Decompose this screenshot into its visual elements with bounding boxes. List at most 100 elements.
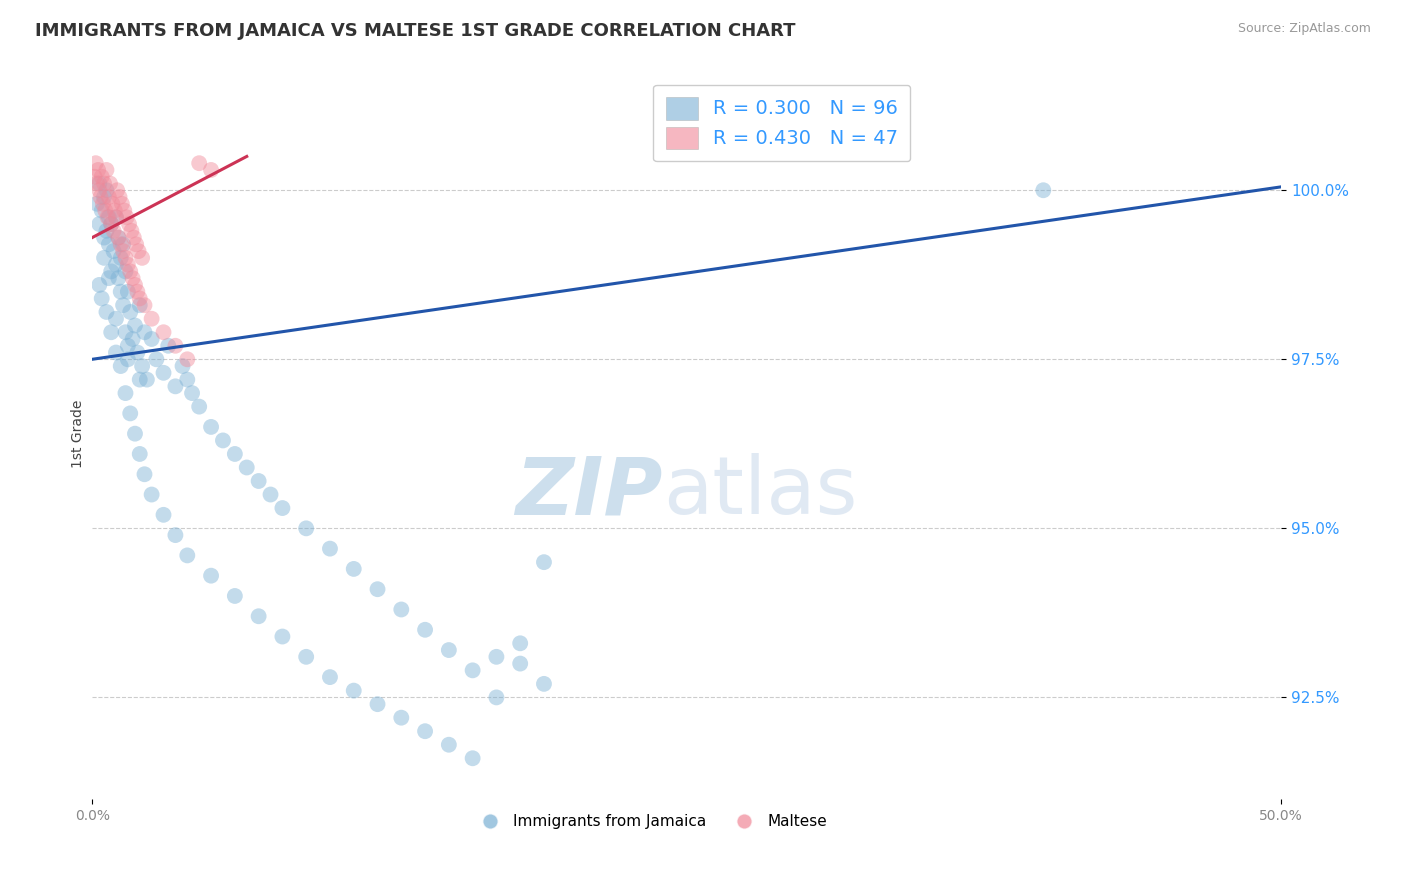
Text: Source: ZipAtlas.com: Source: ZipAtlas.com xyxy=(1237,22,1371,36)
Point xyxy=(104,258,127,272)
Point xyxy=(247,609,270,624)
Y-axis label: 1st Grade: 1st Grade xyxy=(72,400,86,468)
Point xyxy=(157,339,180,353)
Point xyxy=(120,305,142,319)
Point xyxy=(128,447,150,461)
Point xyxy=(413,623,436,637)
Point xyxy=(96,305,118,319)
Point xyxy=(271,630,294,644)
Point xyxy=(114,325,136,339)
Point xyxy=(97,211,120,225)
Point xyxy=(94,203,117,218)
Point xyxy=(110,237,132,252)
Point xyxy=(91,196,114,211)
Point xyxy=(461,751,484,765)
Point xyxy=(97,271,120,285)
Point xyxy=(165,528,187,542)
Point xyxy=(87,163,110,178)
Point xyxy=(97,237,120,252)
Point xyxy=(247,474,270,488)
Point xyxy=(90,203,112,218)
Point xyxy=(200,420,222,434)
Point xyxy=(509,657,531,671)
Text: atlas: atlas xyxy=(662,453,858,531)
Point xyxy=(104,203,127,218)
Point xyxy=(165,339,187,353)
Point xyxy=(141,332,163,346)
Point xyxy=(107,271,129,285)
Point xyxy=(295,649,318,664)
Point xyxy=(100,217,122,231)
Point xyxy=(93,251,115,265)
Point xyxy=(86,196,108,211)
Point xyxy=(152,508,174,522)
Point xyxy=(110,359,132,373)
Point xyxy=(104,345,127,359)
Point xyxy=(100,217,122,231)
Point xyxy=(105,183,128,197)
Point xyxy=(141,311,163,326)
Point xyxy=(176,352,198,367)
Point xyxy=(103,224,125,238)
Point xyxy=(413,724,436,739)
Point xyxy=(117,285,139,299)
Point xyxy=(120,264,142,278)
Point xyxy=(115,211,138,225)
Point xyxy=(176,373,198,387)
Point xyxy=(112,203,135,218)
Point xyxy=(212,434,235,448)
Point xyxy=(533,677,555,691)
Point xyxy=(1032,183,1054,197)
Point xyxy=(104,211,127,225)
Point xyxy=(117,339,139,353)
Point xyxy=(145,352,167,367)
Legend: Immigrants from Jamaica, Maltese: Immigrants from Jamaica, Maltese xyxy=(468,808,834,835)
Point xyxy=(134,467,156,482)
Point xyxy=(114,251,136,265)
Point xyxy=(101,196,124,211)
Point xyxy=(104,211,127,225)
Point xyxy=(134,325,156,339)
Point xyxy=(134,298,156,312)
Point xyxy=(127,345,149,359)
Point xyxy=(131,359,153,373)
Point xyxy=(89,217,111,231)
Point xyxy=(122,230,145,244)
Point xyxy=(86,177,108,191)
Point xyxy=(112,298,135,312)
Point xyxy=(152,366,174,380)
Point xyxy=(93,230,115,244)
Point xyxy=(84,156,107,170)
Point xyxy=(89,183,111,197)
Point xyxy=(485,690,508,705)
Point xyxy=(224,589,246,603)
Point xyxy=(319,541,342,556)
Point xyxy=(120,224,142,238)
Point xyxy=(343,562,366,576)
Point xyxy=(124,277,146,292)
Point xyxy=(124,426,146,441)
Point xyxy=(152,325,174,339)
Point xyxy=(89,277,111,292)
Point xyxy=(141,487,163,501)
Point xyxy=(533,555,555,569)
Point xyxy=(295,521,318,535)
Point xyxy=(117,258,139,272)
Point xyxy=(343,683,366,698)
Point xyxy=(127,285,149,299)
Point xyxy=(107,230,129,244)
Point xyxy=(461,664,484,678)
Point xyxy=(200,568,222,582)
Point xyxy=(108,190,131,204)
Point xyxy=(104,311,127,326)
Point xyxy=(367,697,389,711)
Point xyxy=(124,318,146,333)
Point xyxy=(271,501,294,516)
Point xyxy=(131,251,153,265)
Point xyxy=(89,190,111,204)
Point xyxy=(97,211,120,225)
Point xyxy=(93,177,115,191)
Point xyxy=(111,196,134,211)
Point xyxy=(128,244,150,258)
Text: ZIP: ZIP xyxy=(516,453,662,531)
